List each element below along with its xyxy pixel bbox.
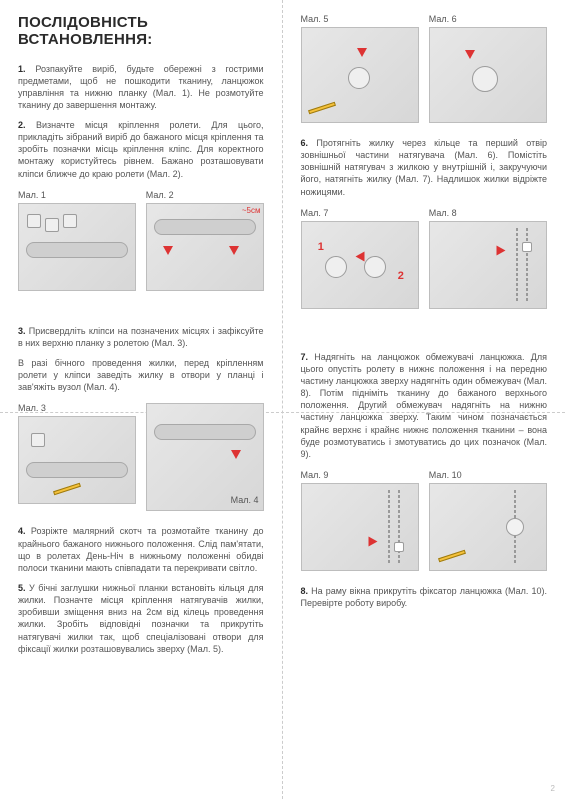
ring-icon <box>348 67 370 89</box>
fig-4-image: Мал. 4 <box>146 403 264 511</box>
fig-2-image: ~5см <box>146 203 264 291</box>
fig-1-image <box>18 203 136 291</box>
tensioner-icon <box>364 256 386 278</box>
fig-10-image <box>429 483 547 571</box>
arrow-icon <box>465 50 475 59</box>
fig-row-7-8: Мал. 7 1 2 Мал. 8 <box>301 208 548 309</box>
step-2-text: Визначте місця кріплення ролети. Для цьо… <box>18 120 264 179</box>
fig-5-image <box>301 27 419 123</box>
fig-1: Мал. 1 <box>18 190 136 291</box>
fig-8-image <box>429 221 547 309</box>
fig-5: Мал. 5 <box>301 14 419 123</box>
step-8-num: 8. <box>301 586 309 596</box>
fig-row-9-10: Мал. 9 Мал. 10 <box>301 470 548 571</box>
chain-icon <box>398 490 400 564</box>
fig-3-image <box>18 416 136 504</box>
step-4-text: Розріжте малярний скотч та розмотайте тк… <box>18 526 264 572</box>
arrow-icon <box>231 450 241 459</box>
step-6-text: Протягніть жилку через кільце та перший … <box>301 138 548 197</box>
fig-9-image <box>301 483 419 571</box>
step-3-text: Присвердліть кліпси на позначених місцях… <box>18 326 264 348</box>
screwdriver-icon <box>308 102 336 114</box>
step-2: 2. Визначте місця кріплення ролети. Для … <box>18 119 264 180</box>
fig-9-caption: Мал. 9 <box>301 470 419 480</box>
arrow-icon <box>497 245 506 255</box>
roller-tube-icon <box>26 462 128 478</box>
parts-icon <box>27 214 41 228</box>
callout-1: 1 <box>318 241 324 253</box>
dimension-label: ~5см <box>242 206 261 215</box>
fig-9: Мал. 9 <box>301 470 419 571</box>
screwdriver-icon <box>438 550 466 562</box>
step-7-text: Надягніть на ланцюжок обмежувачі ланцюжк… <box>301 352 548 459</box>
step-6: 6. Протягніть жилку через кільце та перш… <box>301 137 548 198</box>
page-number: 2 <box>551 784 555 793</box>
step-7-num: 7. <box>301 352 309 362</box>
fig-row-1-2: Мал. 1 Мал. 2 ~5см <box>18 190 264 291</box>
fig-8-caption: Мал. 8 <box>429 208 547 218</box>
parts-icon <box>63 214 77 228</box>
step-4-num: 4. <box>18 526 26 536</box>
fig-4-caption: Мал. 4 <box>231 495 259 505</box>
step-7: 7. Надягніть на ланцюжок обмежувачі ланц… <box>301 351 548 460</box>
fig-8: Мал. 8 <box>429 208 547 309</box>
step-5-num: 5. <box>18 583 26 593</box>
arrow-icon <box>229 246 239 255</box>
step-4: 4. Розріжте малярний скотч та розмотайте… <box>18 525 264 574</box>
roller-tube-icon <box>26 242 128 258</box>
arrow-icon <box>355 251 364 261</box>
step-5: 5. У бічні заглушки нижньої планки встан… <box>18 582 264 655</box>
fig-3: Мал. 3 <box>18 403 136 511</box>
step-3: 3. Присвердліть кліпси на позначених міс… <box>18 325 264 349</box>
page: ПОСЛІДОВНІСТЬ ВСТАНОВЛЕННЯ: 1. Розпакуйт… <box>0 0 565 799</box>
limiter-icon <box>394 542 404 552</box>
step-3-num: 3. <box>18 326 26 336</box>
step-1-text: Розпакуйте виріб, будьте обережні з гост… <box>18 64 264 110</box>
arrow-icon <box>163 246 173 255</box>
fig-10: Мал. 10 <box>429 470 547 571</box>
step-8-text: На раму вікна прикрутіть фіксатор ланцюж… <box>301 586 548 608</box>
fig-row-3-4: Мал. 3 Мал. 4 <box>18 403 264 511</box>
fig-5-caption: Мал. 5 <box>301 14 419 24</box>
fig-1-caption: Мал. 1 <box>18 190 136 200</box>
parts-icon <box>45 218 59 232</box>
arrow-icon <box>368 536 377 546</box>
page-title: ПОСЛІДОВНІСТЬ ВСТАНОВЛЕННЯ: <box>18 14 264 49</box>
clip-icon <box>31 433 45 447</box>
callout-2: 2 <box>398 270 404 282</box>
chain-icon <box>526 228 528 302</box>
fig-10-caption: Мал. 10 <box>429 470 547 480</box>
fig-7-image: 1 2 <box>301 221 419 309</box>
step-2-num: 2. <box>18 120 26 130</box>
step-1: 1. Розпакуйте виріб, будьте обережні з г… <box>18 63 264 112</box>
fig-row-5-6: Мал. 5 Мал. 6 <box>301 14 548 123</box>
step-6-num: 6. <box>301 138 309 148</box>
step-8: 8. На раму вікна прикрутіть фіксатор лан… <box>301 585 548 609</box>
step-5-text: У бічні заглушки нижньої планки встанові… <box>18 583 264 654</box>
roller-tube-icon <box>154 424 256 440</box>
fig-2-caption: Мал. 2 <box>146 190 264 200</box>
screwdriver-icon <box>53 483 81 495</box>
step-1-num: 1. <box>18 64 26 74</box>
fig-6-image <box>429 27 547 123</box>
fig-2: Мал. 2 ~5см <box>146 190 264 291</box>
right-column: Мал. 5 Мал. 6 6. Протягніть жилку через … <box>283 0 565 799</box>
left-column: ПОСЛІДОВНІСТЬ ВСТАНОВЛЕННЯ: 1. Розпакуйт… <box>0 0 283 799</box>
fig-6-caption: Мал. 6 <box>429 14 547 24</box>
chain-holder-icon <box>506 518 524 536</box>
tensioner-icon <box>325 256 347 278</box>
roller-tube-icon <box>154 219 256 235</box>
fig-3-caption: Мал. 3 <box>18 403 136 413</box>
chain-icon <box>516 228 518 302</box>
limiter-icon <box>522 242 532 252</box>
fig-7: Мал. 7 1 2 <box>301 208 419 309</box>
step-3b: В разі бічного проведення жилки, перед к… <box>18 357 264 393</box>
fig-6: Мал. 6 <box>429 14 547 123</box>
tensioner-icon <box>472 66 498 92</box>
arrow-icon <box>357 48 367 57</box>
fig-7-caption: Мал. 7 <box>301 208 419 218</box>
chain-icon <box>388 490 390 564</box>
fig-4: Мал. 4 <box>146 403 264 511</box>
